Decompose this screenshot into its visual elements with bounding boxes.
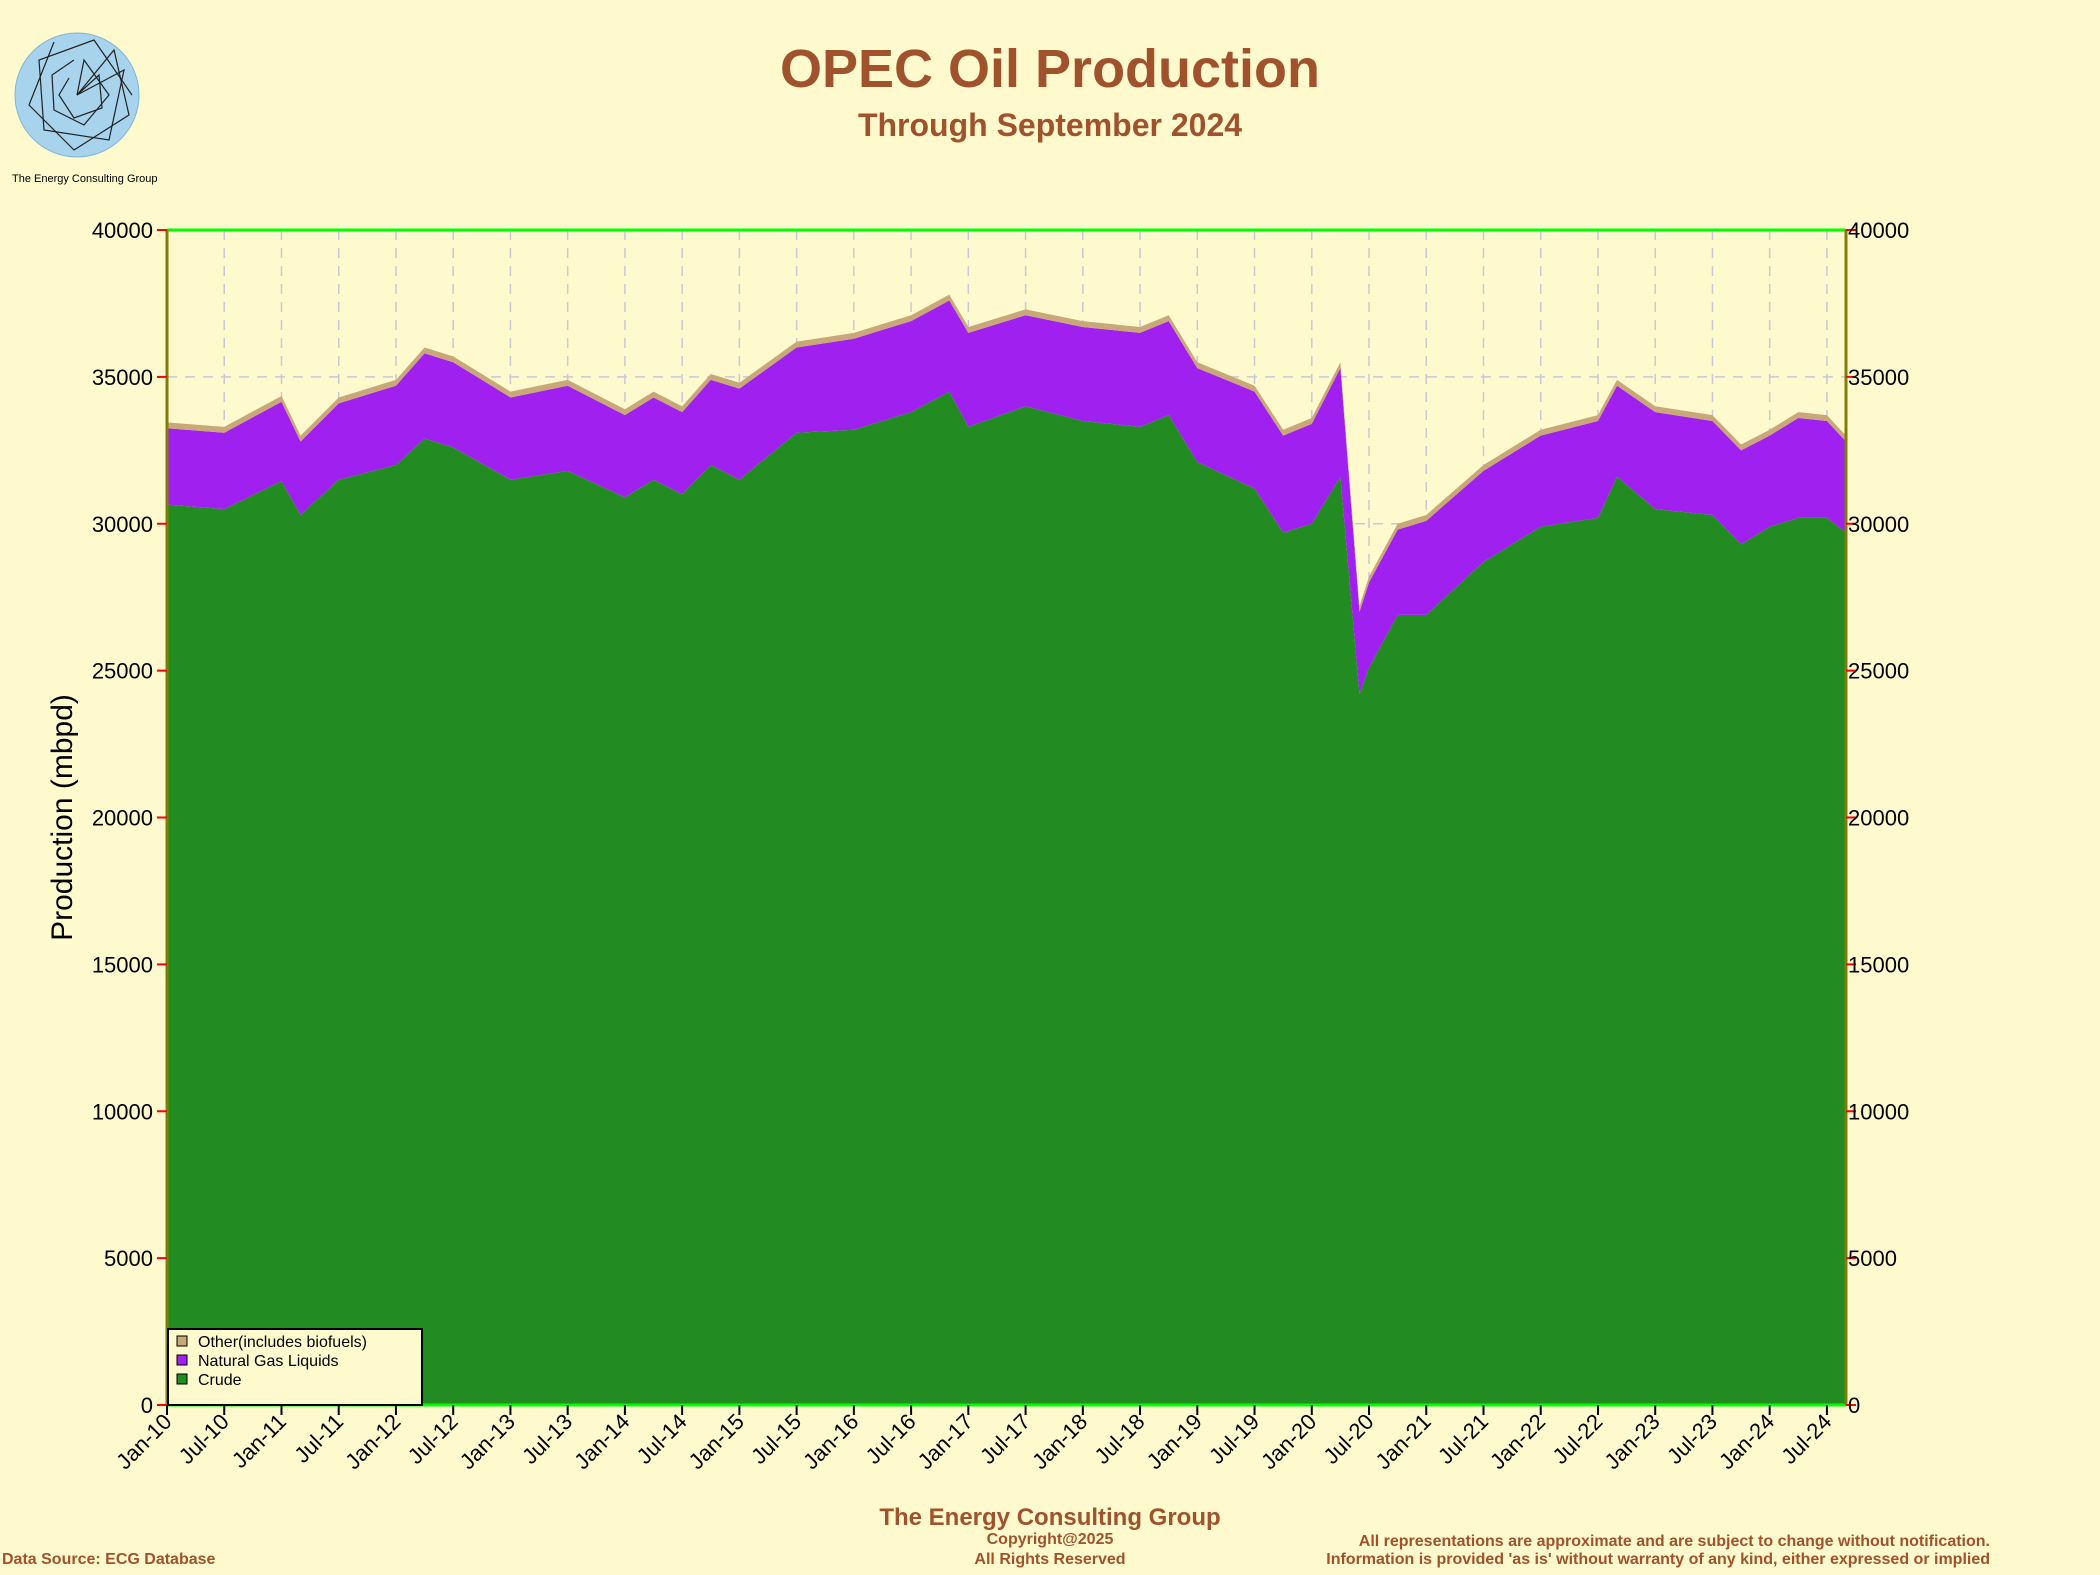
y-tick-label-right: 15000 bbox=[1848, 952, 1909, 977]
y-tick-label-right: 40000 bbox=[1848, 218, 1909, 243]
x-tick-label: Jul-20 bbox=[1318, 1409, 1378, 1469]
y-tick-label-left: 15000 bbox=[92, 952, 153, 977]
x-tick-label: Jan-10 bbox=[111, 1409, 176, 1474]
x-tick-label: Jul-14 bbox=[632, 1409, 692, 1469]
y-axis-label: Production (mbpd) bbox=[46, 694, 79, 941]
y-tick-label-left: 25000 bbox=[92, 659, 153, 684]
x-tick-label: Jan-12 bbox=[340, 1409, 405, 1474]
x-tick-label: Jul-16 bbox=[861, 1409, 921, 1469]
y-axis-right: 0 5000 10000 15000 20000 25000 30000 35000 40000 bbox=[1846, 218, 1909, 1418]
x-tick-label: Jul-17 bbox=[975, 1409, 1035, 1469]
legend-box bbox=[167, 1328, 423, 1406]
x-tick-label: Jan-17 bbox=[913, 1409, 978, 1474]
x-tick-label: Jul-12 bbox=[403, 1409, 463, 1469]
legend-swatch-crude bbox=[176, 1373, 188, 1385]
chart-title: OPEC Oil Production bbox=[779, 39, 1321, 99]
legend-swatch-ngl bbox=[176, 1354, 188, 1366]
y-tick-label-left: 40000 bbox=[92, 218, 153, 243]
x-tick-label: Jul-11 bbox=[289, 1409, 348, 1468]
x-tick-label: Jan-20 bbox=[1256, 1409, 1321, 1474]
legend-label: Crude bbox=[198, 1372, 242, 1389]
legend-label: Other(includes biofuels) bbox=[198, 1334, 367, 1351]
y-tick-label-right: 30000 bbox=[1848, 512, 1909, 537]
x-tick-label: Jan-13 bbox=[455, 1409, 520, 1474]
footer-rights: All Rights Reserved bbox=[974, 1551, 1126, 1568]
x-tick-label: Jan-24 bbox=[1714, 1409, 1779, 1474]
x-tick-label: Jul-18 bbox=[1090, 1409, 1150, 1469]
y-tick-label-left: 30000 bbox=[92, 512, 153, 537]
y-tick-label-right: 20000 bbox=[1848, 806, 1909, 831]
x-tick-label: Jul-22 bbox=[1547, 1409, 1607, 1469]
x-tick-label: Jan-23 bbox=[1599, 1409, 1664, 1474]
y-tick-label-right: 0 bbox=[1848, 1393, 1860, 1418]
y-tick-label-left: 10000 bbox=[92, 1099, 153, 1124]
x-tick-label: Jan-18 bbox=[1027, 1409, 1092, 1474]
x-tick-label: Jan-14 bbox=[569, 1409, 634, 1474]
x-tick-label: Jul-15 bbox=[746, 1409, 806, 1469]
spiral-logo-icon bbox=[14, 32, 140, 158]
x-tick-label: Jul-10 bbox=[174, 1409, 234, 1469]
footer-disclaimer-line1: All representations are approximate and … bbox=[1358, 1533, 1990, 1550]
x-tick-label: Jul-21 bbox=[1433, 1409, 1493, 1469]
x-tick-label: Jan-11 bbox=[227, 1409, 291, 1473]
legend-swatch-other bbox=[176, 1335, 188, 1347]
area-series bbox=[167, 294, 1846, 1405]
y-tick-label-right: 5000 bbox=[1848, 1246, 1897, 1271]
x-tick-label: Jan-16 bbox=[798, 1409, 863, 1474]
footer-copyright: Copyright@2025 bbox=[986, 1531, 1114, 1548]
x-tick-label: Jul-23 bbox=[1662, 1409, 1722, 1469]
area-natural-gas-liquids bbox=[167, 300, 1846, 695]
logo-caption: The Energy Consulting Group bbox=[12, 173, 158, 185]
x-tick-label: Jul-24 bbox=[1776, 1409, 1836, 1469]
footer-disclaimer-line2: Information is provided 'as is' without … bbox=[1326, 1551, 1990, 1568]
y-tick-label-left: 0 bbox=[141, 1393, 153, 1418]
legend-label: Natural Gas Liquids bbox=[198, 1353, 339, 1370]
y-tick-label-left: 5000 bbox=[104, 1246, 153, 1271]
chart-subtitle: Through September 2024 bbox=[857, 107, 1243, 143]
x-tick-label: Jul-19 bbox=[1204, 1409, 1264, 1469]
x-tick-label: Jan-21 bbox=[1371, 1409, 1436, 1474]
x-tick-label: Jul-13 bbox=[517, 1409, 577, 1469]
y-axis-left: 0 5000 10000 15000 20000 25000 30000 35000 40000 bbox=[92, 218, 167, 1418]
y-tick-label-right: 10000 bbox=[1848, 1099, 1909, 1124]
x-tick-label: Jan-19 bbox=[1142, 1409, 1207, 1474]
x-axis: Jan-10Jul-10Jan-11Jul-11Jan-12Jul-12Jan-… bbox=[111, 1405, 1836, 1474]
x-tick-label: Jan-15 bbox=[684, 1409, 749, 1474]
area-other bbox=[167, 294, 1846, 612]
x-tick-label: Jan-22 bbox=[1485, 1409, 1550, 1474]
area-crude bbox=[167, 391, 1846, 1405]
footer-data-source: Data Source: ECG Database bbox=[2, 1551, 216, 1568]
y-tick-label-right: 25000 bbox=[1848, 659, 1909, 684]
y-tick-label-left: 35000 bbox=[92, 365, 153, 390]
legend: Other(includes biofuels) Natural Gas Liqu… bbox=[167, 1328, 423, 1406]
y-tick-label-right: 35000 bbox=[1848, 365, 1909, 390]
footer-company: The Energy Consulting Group bbox=[879, 1504, 1221, 1531]
y-tick-label-left: 20000 bbox=[92, 806, 153, 831]
